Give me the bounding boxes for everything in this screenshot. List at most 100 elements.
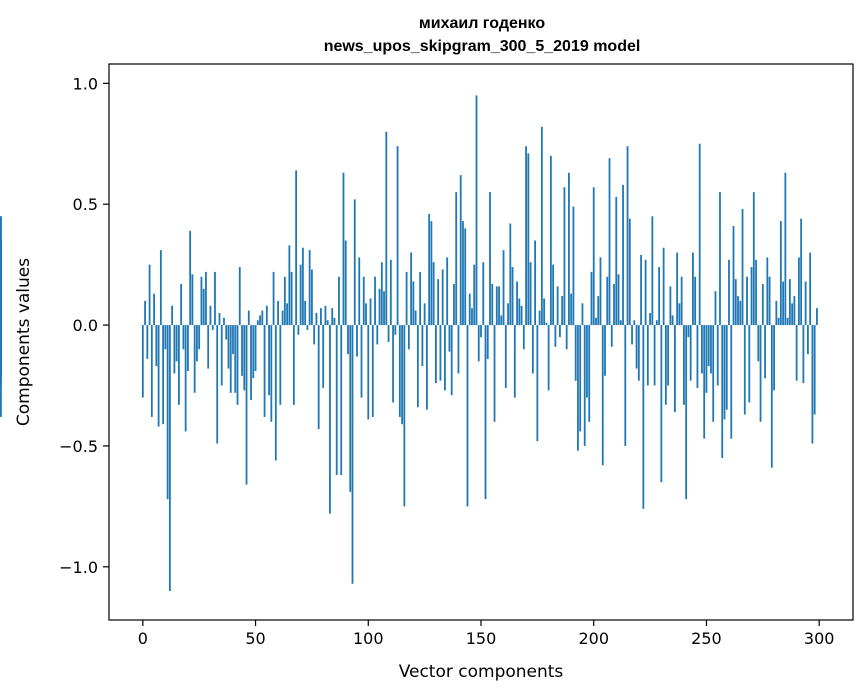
bar [150, 325, 153, 417]
bar [561, 296, 564, 326]
bar [622, 184, 624, 326]
y-tick-label: −1.0 [59, 558, 98, 577]
bar [450, 325, 453, 396]
bar [782, 281, 785, 326]
bar [419, 271, 422, 326]
bar [475, 95, 478, 326]
bar [714, 291, 717, 326]
bar [719, 192, 721, 326]
bar [637, 325, 640, 381]
bar [583, 325, 586, 446]
bar [507, 303, 509, 326]
y-tick-label: 1.0 [73, 74, 98, 93]
bar [306, 325, 309, 330]
bar [592, 187, 595, 326]
bar [367, 325, 370, 420]
bar [189, 230, 192, 326]
bar [171, 305, 174, 326]
bar [229, 325, 232, 393]
bar [164, 325, 167, 350]
bar [549, 155, 552, 326]
bar [281, 310, 284, 326]
bar [486, 325, 489, 359]
bar [209, 305, 212, 326]
bar [752, 192, 755, 326]
bar [371, 325, 374, 417]
bar [394, 325, 397, 335]
bar [543, 298, 546, 326]
bar [669, 286, 672, 326]
bar [615, 196, 618, 326]
bar [635, 325, 638, 369]
bar [520, 305, 523, 326]
bar [340, 325, 343, 475]
bar [746, 276, 748, 326]
x-ticks-group: 0 50 100 150 200 250 300 [138, 620, 834, 648]
bar [177, 325, 180, 405]
bar [791, 303, 794, 326]
bar [412, 281, 415, 326]
bar [403, 325, 406, 507]
bar [297, 325, 300, 335]
plot-frame [108, 63, 854, 621]
bar [552, 264, 555, 326]
bar [527, 153, 530, 326]
bar [482, 262, 485, 326]
bar [739, 300, 742, 326]
bar [588, 325, 591, 422]
bar [193, 325, 196, 393]
bar [563, 187, 566, 326]
bar [277, 300, 279, 326]
x-tick-label: 50 [245, 629, 265, 648]
bar [811, 325, 814, 444]
bar [498, 286, 500, 326]
bar [288, 245, 291, 326]
bar [741, 209, 744, 326]
bar [757, 325, 760, 362]
bar [376, 325, 379, 345]
x-tick-label: 0 [138, 629, 148, 648]
bar [631, 325, 633, 345]
y-tick-label: −0.5 [59, 437, 98, 456]
bar [570, 293, 573, 326]
bar [698, 143, 701, 326]
bar [396, 146, 399, 326]
bar [513, 325, 516, 398]
bar [595, 317, 597, 326]
bar [200, 276, 203, 326]
bar [265, 305, 268, 326]
bar [349, 325, 352, 492]
bar [597, 296, 600, 326]
bars-group [0, 95, 818, 591]
bar [414, 310, 417, 326]
bar [290, 271, 293, 326]
bar [416, 325, 419, 408]
bar [272, 271, 275, 326]
bar [432, 262, 435, 326]
bar [640, 254, 642, 326]
bar [610, 325, 613, 347]
bar [159, 250, 162, 326]
bar [360, 325, 363, 398]
bar [236, 325, 239, 405]
bar [664, 325, 667, 405]
bar [707, 325, 710, 367]
bar [216, 325, 219, 444]
bar [464, 228, 467, 326]
bar [658, 267, 661, 326]
bar [437, 279, 440, 326]
bar [223, 317, 225, 326]
bar [338, 276, 340, 326]
bar [761, 283, 764, 326]
chart-title: михаил годенко [419, 15, 545, 32]
bar [606, 276, 609, 326]
bar [813, 325, 816, 415]
bar [205, 271, 207, 326]
bar [730, 325, 733, 439]
bar [157, 325, 160, 427]
bar [613, 283, 615, 326]
bar [283, 276, 286, 326]
bar [182, 325, 185, 350]
bar [259, 315, 261, 326]
